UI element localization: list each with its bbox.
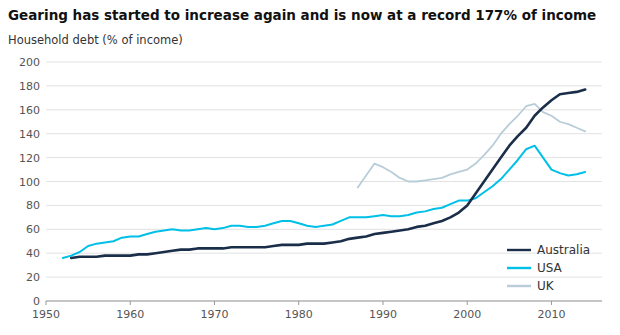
tick-label: 1990 [369, 308, 397, 321]
tick-label: 1970 [200, 308, 228, 321]
tick-label: 2000 [453, 308, 481, 321]
tick-label: 0 [33, 295, 40, 308]
grid-line [46, 205, 602, 206]
tick-label: 2010 [537, 308, 565, 321]
tick-mark [467, 301, 468, 305]
tick-label: 60 [26, 223, 40, 236]
tick-label: 180 [19, 80, 40, 93]
tick-mark [382, 301, 383, 305]
plot-area [63, 89, 585, 258]
tick-label: 1980 [285, 308, 313, 321]
grid-line [46, 229, 602, 230]
grid-line [46, 109, 602, 110]
tick-label: 1950 [32, 308, 60, 321]
grid-line [46, 85, 602, 86]
legend-swatch [507, 249, 531, 251]
tick-label: 140 [19, 128, 40, 141]
line [358, 104, 585, 188]
legend-label: Australia [537, 243, 590, 257]
tick-mark [298, 301, 299, 305]
tick-mark [214, 301, 215, 305]
tick-label: 160 [19, 104, 40, 117]
line [71, 89, 585, 258]
grid-line [46, 301, 602, 302]
grid-line [46, 181, 602, 182]
y-axis: 0 20 40 60 80 100 120 140 160 180 200 [19, 56, 602, 308]
tick-label: 80 [26, 199, 40, 212]
legend-swatch [507, 267, 531, 269]
tick-label: 120 [19, 152, 40, 165]
title: Gearing has started to increase again an… [8, 7, 596, 23]
tick-label: 100 [19, 176, 40, 189]
tick-mark [551, 301, 552, 305]
tick-label: 1960 [116, 308, 144, 321]
chart: Gearing has started to increase again an… [0, 0, 620, 335]
legend-swatch [507, 285, 531, 287]
legend: Australia USA UK [507, 243, 590, 293]
x-axis: 1950 1960 1970 1980 1990 2000 2010 [32, 301, 602, 321]
grid-line [46, 253, 602, 254]
line [63, 146, 585, 258]
grid-line [46, 277, 602, 278]
tick-mark [46, 301, 47, 305]
grid-line [46, 62, 602, 63]
legend-label: USA [537, 261, 563, 275]
y-axis-label: Household debt (% of income) [8, 33, 183, 47]
tick-label: 200 [19, 56, 40, 69]
legend-label: UK [537, 279, 555, 293]
tick-label: 20 [26, 271, 40, 284]
tick-label: 40 [26, 247, 40, 260]
axis-line [46, 301, 602, 302]
tick-mark [130, 301, 131, 305]
